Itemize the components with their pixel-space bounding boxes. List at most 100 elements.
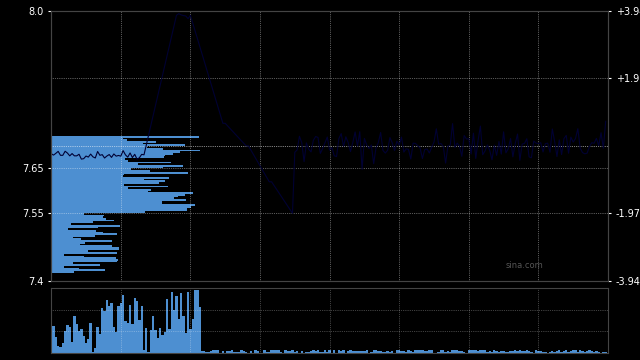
Bar xyxy=(456,350,458,353)
Bar xyxy=(201,351,203,353)
Bar xyxy=(67,325,68,353)
Bar xyxy=(551,351,554,353)
Bar xyxy=(92,352,94,353)
Bar xyxy=(234,352,236,353)
Bar xyxy=(280,352,282,353)
Bar xyxy=(236,352,238,353)
Bar xyxy=(231,350,234,353)
Bar xyxy=(563,351,565,353)
Bar xyxy=(210,351,212,353)
Bar xyxy=(296,351,298,353)
Bar xyxy=(535,350,537,353)
Bar xyxy=(577,352,579,353)
Bar xyxy=(338,350,340,353)
Bar xyxy=(266,352,268,353)
Bar xyxy=(141,306,143,353)
Bar xyxy=(129,305,131,353)
Bar xyxy=(525,350,528,353)
Bar xyxy=(305,352,308,353)
Bar xyxy=(68,327,71,353)
Bar xyxy=(115,332,117,353)
Bar xyxy=(507,352,509,353)
Bar xyxy=(356,351,358,353)
Bar xyxy=(574,350,577,353)
Bar xyxy=(312,350,314,353)
Bar xyxy=(414,350,417,353)
Bar xyxy=(449,352,451,353)
Bar xyxy=(528,351,531,353)
Bar xyxy=(308,352,310,353)
Text: sina.com: sina.com xyxy=(506,261,543,270)
Bar xyxy=(377,351,380,353)
Bar xyxy=(500,351,502,353)
Bar xyxy=(76,324,78,353)
Bar xyxy=(405,352,407,353)
Bar xyxy=(182,316,184,353)
Bar xyxy=(143,350,145,353)
Bar xyxy=(468,350,470,353)
Bar xyxy=(419,350,421,353)
Bar xyxy=(227,351,228,353)
Bar xyxy=(558,350,561,353)
Bar xyxy=(484,350,486,353)
Bar xyxy=(159,328,161,353)
Bar xyxy=(412,352,414,353)
Bar xyxy=(403,351,405,353)
Bar xyxy=(131,324,134,353)
Bar xyxy=(104,311,106,353)
Bar xyxy=(57,346,60,353)
Bar xyxy=(451,350,454,353)
Bar xyxy=(80,329,83,353)
Bar xyxy=(361,351,364,353)
Bar xyxy=(268,352,271,353)
Bar xyxy=(120,303,122,353)
Bar xyxy=(101,308,104,353)
Bar xyxy=(124,321,127,353)
Bar xyxy=(540,351,542,353)
Bar xyxy=(588,350,591,353)
Bar xyxy=(52,326,54,353)
Bar xyxy=(554,351,556,353)
Bar xyxy=(284,350,287,353)
Bar xyxy=(565,350,568,353)
Bar xyxy=(314,351,317,353)
Bar xyxy=(301,351,303,353)
Bar xyxy=(50,320,52,353)
Bar xyxy=(333,350,335,353)
Bar xyxy=(83,337,85,353)
Bar xyxy=(217,350,220,353)
Bar xyxy=(294,352,296,353)
Bar xyxy=(340,351,342,353)
Bar xyxy=(184,333,187,353)
Bar xyxy=(164,332,166,353)
Bar xyxy=(579,350,581,353)
Bar xyxy=(145,328,147,353)
Bar xyxy=(275,350,277,353)
Bar xyxy=(570,351,572,353)
Bar xyxy=(568,351,570,353)
Bar xyxy=(426,351,428,353)
Bar xyxy=(243,351,245,353)
Bar xyxy=(173,310,175,353)
Bar xyxy=(73,316,76,353)
Bar xyxy=(375,350,377,353)
Bar xyxy=(561,352,563,353)
Bar xyxy=(421,350,424,353)
Bar xyxy=(479,350,481,353)
Bar xyxy=(351,351,354,353)
Bar xyxy=(161,335,164,353)
Bar xyxy=(537,351,540,353)
Bar xyxy=(498,352,500,353)
Bar xyxy=(310,351,312,353)
Bar xyxy=(424,351,426,353)
Bar xyxy=(117,306,120,353)
Bar xyxy=(586,351,588,353)
Bar xyxy=(477,351,479,353)
Bar xyxy=(97,327,99,353)
Bar xyxy=(221,351,224,353)
Bar xyxy=(488,351,491,353)
Bar xyxy=(78,331,80,353)
Bar xyxy=(516,351,518,353)
Bar xyxy=(584,352,586,353)
Bar xyxy=(384,352,387,353)
